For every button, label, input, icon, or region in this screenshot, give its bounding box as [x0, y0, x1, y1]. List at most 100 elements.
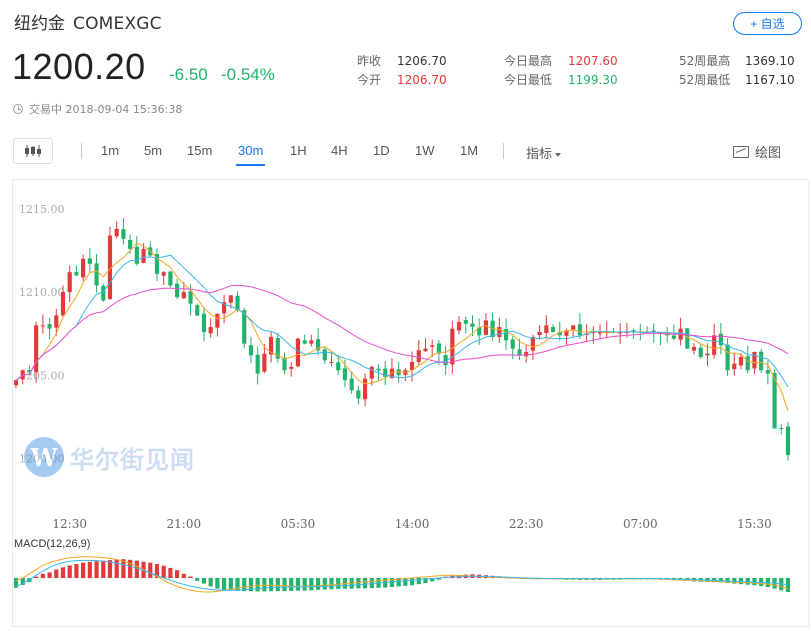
candle-body: [517, 349, 522, 356]
macd-bar: [121, 559, 126, 578]
macd-bar: [369, 578, 374, 589]
candle-body: [114, 228, 119, 237]
period-5m[interactable]: 5m: [144, 143, 163, 158]
macd-bar: [409, 578, 415, 586]
candle-body: [705, 353, 710, 356]
macd-bar: [148, 562, 153, 578]
candle-body: [510, 339, 515, 349]
stat-label: 昨收: [357, 54, 382, 68]
stat-52w-low: 52周最低 1167.10: [679, 71, 795, 88]
candlestick-type-button[interactable]: [13, 138, 53, 164]
macd-bar: [309, 578, 314, 591]
macd-bar: [208, 578, 213, 587]
x-tick-label: 14:00: [395, 517, 430, 531]
candle-body: [222, 302, 227, 314]
candle-body: [275, 337, 280, 359]
macd-bar: [356, 578, 361, 589]
candle-body: [409, 361, 415, 370]
period-1mo[interactable]: 1M: [460, 143, 479, 158]
stat-label: 今日最低: [504, 73, 553, 87]
macd-bar: [161, 565, 166, 578]
macd-label: MACD(12,26,9): [14, 538, 91, 550]
macd-bar: [329, 578, 334, 590]
chart-panel[interactable]: [12, 179, 809, 627]
stat-value: 1206.70: [397, 73, 447, 87]
candle-body: [141, 248, 146, 263]
clock-icon: [13, 104, 23, 114]
candle-body: [168, 271, 173, 286]
candle-body: [456, 322, 462, 331]
macd-bar: [20, 578, 25, 585]
candle-body: [255, 354, 260, 374]
macd-bar: [128, 559, 133, 578]
ma-line: [15, 254, 789, 388]
candle-body: [651, 330, 656, 333]
period-4h[interactable]: 4H: [331, 143, 348, 158]
period-15m[interactable]: 15m: [187, 143, 213, 158]
candle-body: [691, 346, 697, 351]
candle-body: [235, 295, 240, 311]
candle-body: [383, 368, 388, 377]
macd-bar: [275, 578, 280, 592]
period-30m[interactable]: 30m: [235, 143, 266, 166]
macd-bar: [168, 567, 173, 578]
candle-body: [181, 292, 186, 299]
candle-body: [20, 370, 25, 380]
candle-body: [463, 320, 468, 324]
candle-body: [295, 338, 301, 367]
candle-body: [134, 246, 139, 264]
macd-bar: [725, 578, 730, 584]
candle-body: [765, 370, 770, 374]
instrument-title: 纽约金 COMEXGC: [14, 9, 162, 34]
macd-bar: [718, 578, 723, 583]
candle-body: [671, 335, 676, 339]
last-price: 1200.20: [12, 46, 146, 87]
macd-dea-line: [15, 559, 789, 591]
candle-body: [779, 427, 784, 429]
macd-bar: [47, 572, 52, 578]
stat-label: 今日最高: [504, 54, 553, 68]
candle-body: [470, 323, 475, 328]
macd-bar: [255, 578, 260, 592]
candle-body: [564, 330, 569, 336]
candle-body: [309, 340, 314, 344]
candle-body: [698, 347, 703, 357]
macd-bar: [181, 573, 186, 578]
period-1h[interactable]: 1H: [290, 143, 307, 158]
indicator-dropdown[interactable]: 指标: [526, 143, 562, 162]
macd-bar: [34, 576, 39, 578]
candle-body: [121, 229, 126, 239]
add-watchlist-button[interactable]: + 自选: [733, 12, 802, 35]
stat-label: 52周最低: [679, 73, 731, 87]
period-1m[interactable]: 1m: [101, 143, 120, 158]
candle-body: [362, 378, 368, 400]
candle-body: [597, 332, 603, 334]
ma-line: [15, 242, 789, 412]
candle-body: [785, 426, 791, 456]
candle-body: [477, 327, 482, 336]
candle-body: [13, 380, 19, 386]
candle-body: [336, 362, 341, 371]
candle-body: [443, 355, 448, 366]
macd-bar: [423, 578, 428, 584]
macd-bar: [201, 578, 207, 584]
candle-body: [128, 239, 133, 249]
macd-bar: [436, 578, 442, 580]
macd-bar: [416, 578, 421, 585]
draw-label: 绘图: [755, 146, 782, 161]
candle-body: [242, 310, 247, 344]
toolbar-separator: [503, 143, 504, 159]
macd-bar: [738, 578, 744, 585]
stat-value: 1199.30: [568, 73, 618, 87]
candle-body: [74, 272, 79, 276]
candle-body: [349, 378, 354, 391]
candle-body: [94, 263, 99, 286]
draw-button[interactable]: 绘图: [733, 142, 781, 161]
macd-bar: [269, 578, 274, 592]
period-1w[interactable]: 1W: [415, 143, 435, 158]
macd-bar: [87, 561, 92, 578]
period-1d[interactable]: 1D: [373, 143, 390, 158]
macd-bar: [188, 576, 193, 578]
macd-bar: [248, 578, 254, 592]
candle-body: [631, 330, 636, 333]
